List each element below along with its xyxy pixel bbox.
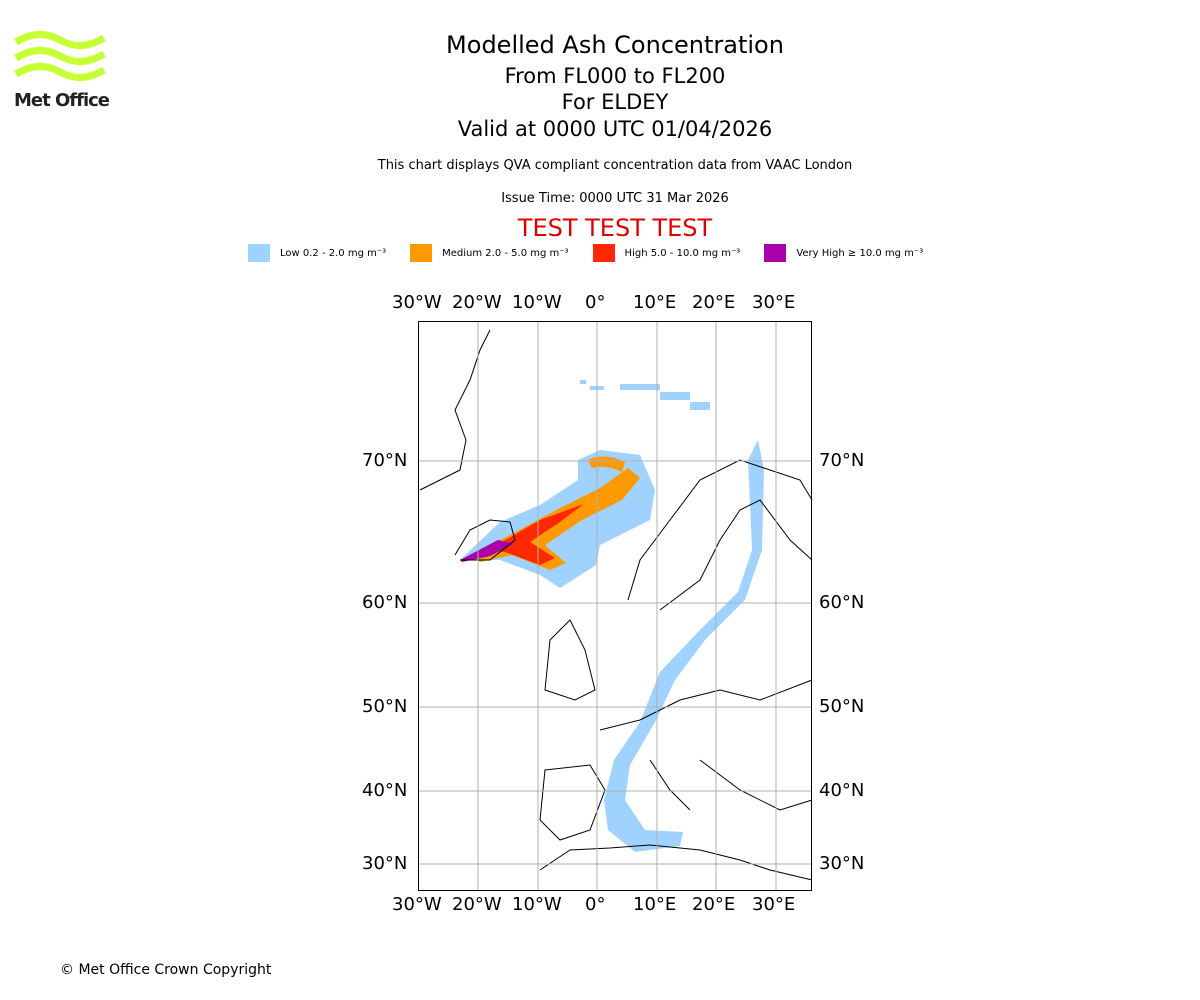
lon-label: 30°W: [392, 292, 442, 313]
lat-label: 50°N: [362, 696, 408, 717]
lon-label: 30°E: [752, 292, 796, 313]
lat-label: 40°N: [362, 780, 408, 801]
lat-label: 30°N: [362, 853, 408, 874]
lat-label: 70°N: [362, 450, 408, 471]
lon-label: 30°E: [752, 894, 796, 915]
location: For ELDEY: [561, 90, 669, 114]
legend-swatch: [248, 244, 270, 262]
legend-label: Low 0.2 - 2.0 mg m⁻³: [280, 247, 387, 259]
legend-item-high: High 5.0 - 10.0 mg m⁻³: [592, 244, 741, 262]
lon-label: 20°E: [692, 292, 736, 313]
test-banner: TEST TEST TEST: [517, 214, 713, 242]
description: This chart displays QVA compliant concen…: [377, 158, 853, 173]
legend-swatch: [764, 244, 787, 262]
legend-swatch: [410, 244, 433, 262]
issue-time: Issue Time: 0000 UTC 31 Mar 2026: [501, 191, 729, 206]
legend-label: Very High ≥ 10.0 mg m⁻³: [796, 247, 924, 259]
legend-item-very-high: Very High ≥ 10.0 mg m⁻³: [764, 244, 923, 262]
chart-title: Modelled Ash Concentration: [446, 31, 784, 59]
lon-label: 0°: [585, 292, 606, 313]
lon-label: 10°W: [512, 292, 562, 313]
legend: Low 0.2 - 2.0 mg m⁻³ Medium 2.0 - 5.0 mg…: [248, 244, 947, 262]
met-office-logo: [14, 30, 106, 94]
legend-item-medium: Medium 2.0 - 5.0 mg m⁻³: [410, 244, 569, 262]
copyright: © Met Office Crown Copyright: [60, 962, 272, 978]
lat-label: 60°N: [819, 592, 865, 613]
graticule: [418, 321, 812, 891]
lat-label: 60°N: [362, 592, 408, 613]
legend-item-low: Low 0.2 - 2.0 mg m⁻³: [248, 244, 386, 262]
legend-swatch: [592, 244, 615, 262]
lon-label: 30°W: [392, 894, 442, 915]
map-frame: [418, 321, 812, 891]
valid-time: Valid at 0000 UTC 01/04/2026: [457, 117, 773, 141]
legend-label: High 5.0 - 10.0 mg m⁻³: [624, 247, 741, 259]
lat-label: 30°N: [819, 853, 865, 874]
lon-label: 20°E: [692, 894, 736, 915]
coastlines: [419, 329, 813, 881]
flight-levels: From FL000 to FL200: [504, 64, 726, 88]
lon-label: 10°E: [633, 292, 677, 313]
logo-text: Met Office: [14, 90, 110, 111]
lat-label: 40°N: [819, 780, 865, 801]
ash-very-high: [460, 540, 514, 562]
lon-label: 0°: [585, 894, 606, 915]
map-area[interactable]: [418, 321, 813, 891]
lat-label: 70°N: [819, 450, 865, 471]
legend-label: Medium 2.0 - 5.0 mg m⁻³: [442, 247, 569, 259]
ash-low: [460, 380, 764, 852]
lat-label: 50°N: [819, 696, 865, 717]
lon-label: 20°W: [452, 292, 502, 313]
ash-high: [488, 504, 584, 565]
lon-label: 10°E: [633, 894, 677, 915]
logo-waves-icon: [14, 31, 106, 81]
lon-label: 20°W: [452, 894, 502, 915]
lon-label: 10°W: [512, 894, 562, 915]
